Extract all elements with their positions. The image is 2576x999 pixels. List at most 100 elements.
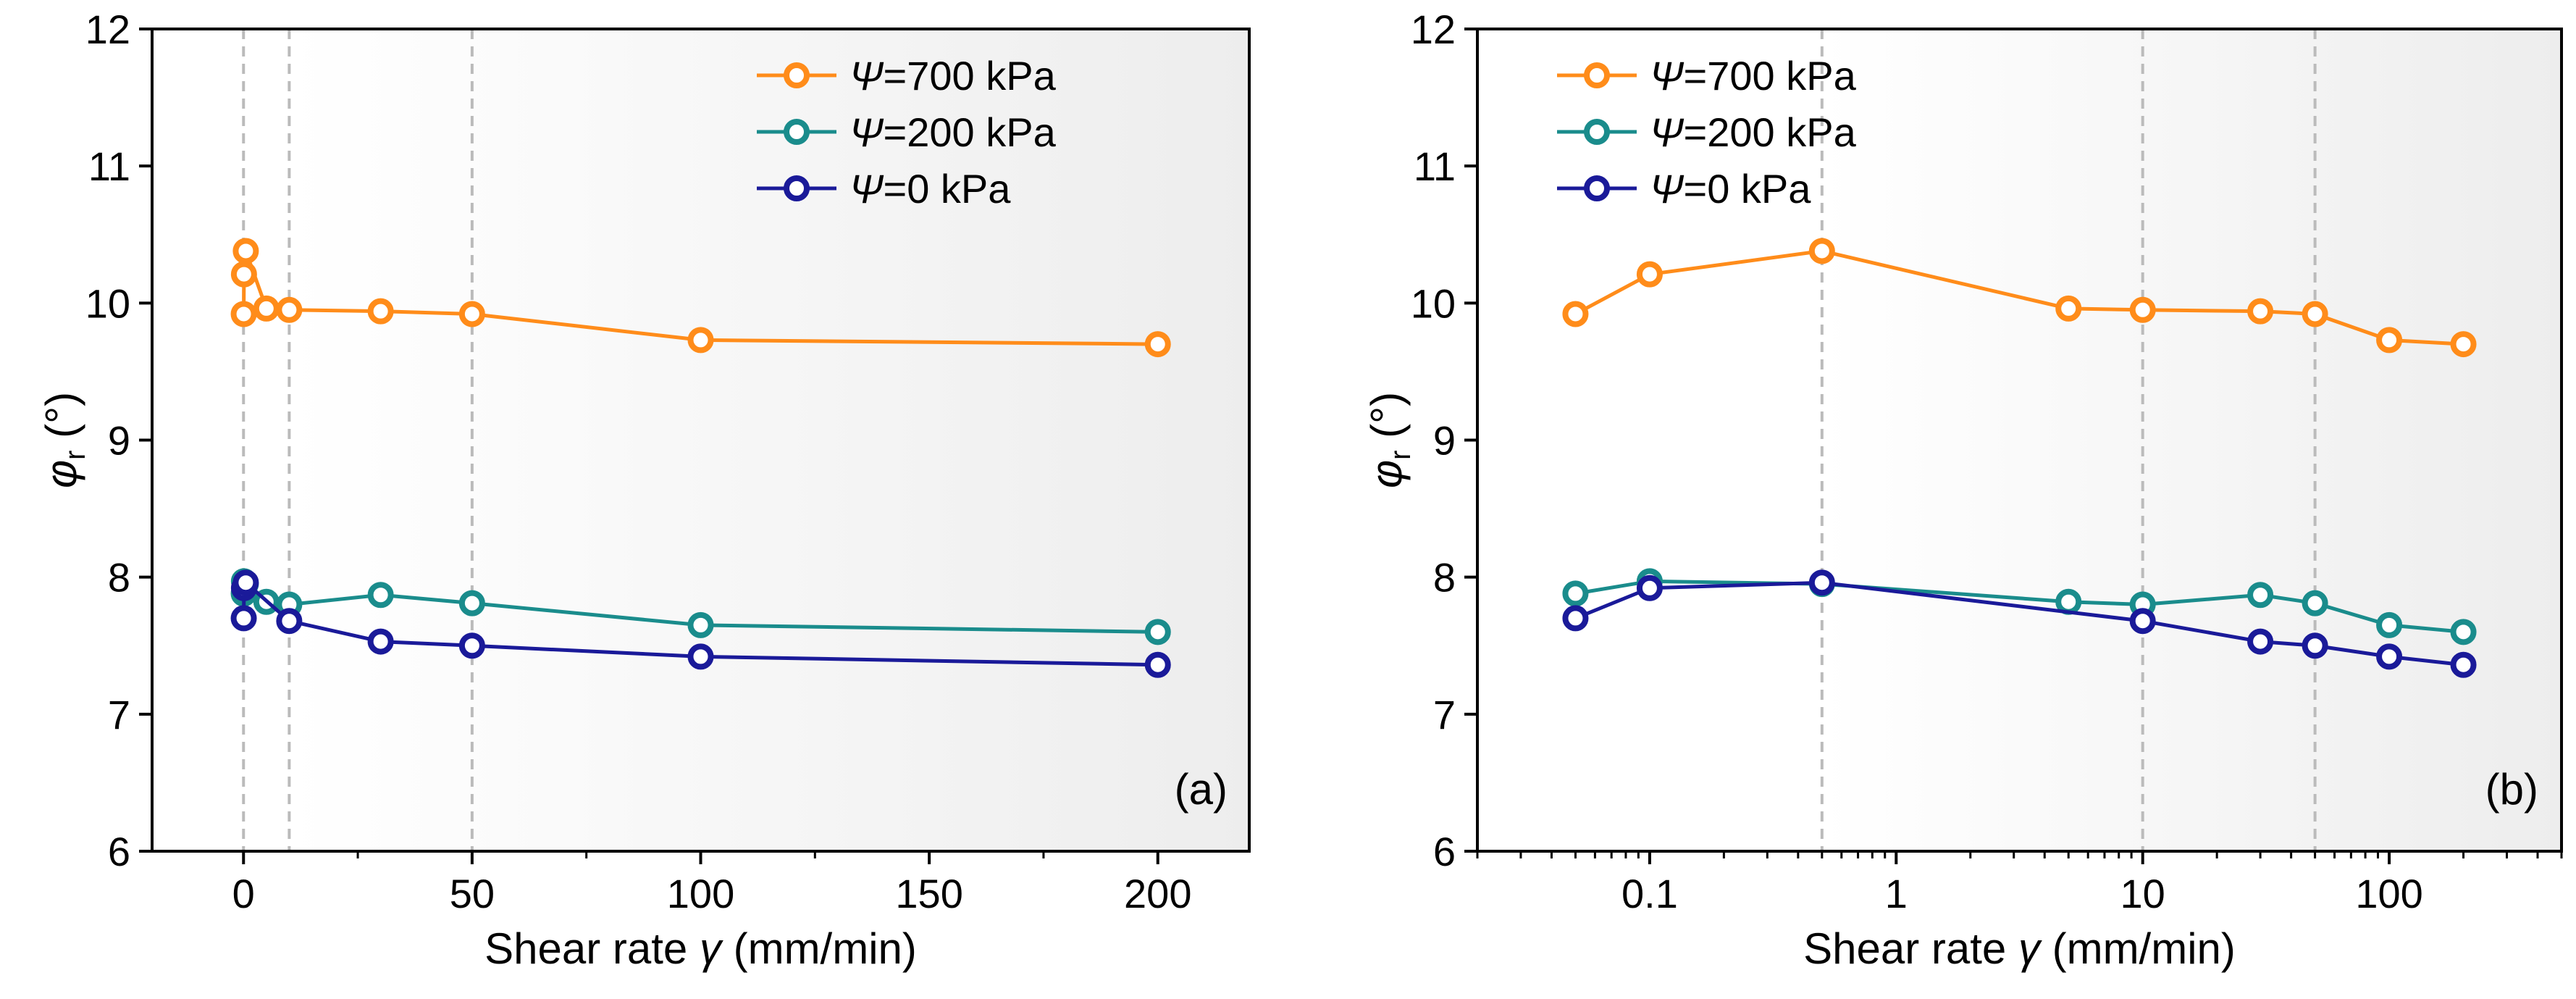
data-point bbox=[1562, 605, 1589, 632]
legend-value: =700 kPa bbox=[884, 53, 1057, 99]
data-point bbox=[230, 605, 257, 632]
data-point bbox=[367, 298, 394, 325]
x-axis-symbol: γ bbox=[2018, 924, 2042, 973]
y-tick-label: 11 bbox=[88, 143, 130, 189]
y-axis-symbol: φ bbox=[37, 460, 85, 488]
data-point bbox=[687, 643, 714, 670]
x-tick-label: 150 bbox=[895, 871, 962, 916]
y-tick-label: 6 bbox=[108, 829, 130, 874]
legend-marker bbox=[1584, 62, 1610, 88]
data-point bbox=[232, 238, 259, 264]
data-point bbox=[367, 582, 394, 609]
legend-label: Ψ=200 kPa bbox=[849, 109, 1057, 155]
data-point bbox=[2302, 632, 2328, 659]
data-point bbox=[2247, 582, 2274, 609]
data-point bbox=[1144, 651, 1171, 678]
shaded-region bbox=[289, 29, 1249, 851]
x-axis-prefix: Shear rate bbox=[484, 924, 700, 973]
data-point bbox=[1562, 301, 1589, 327]
data-point bbox=[2247, 298, 2274, 325]
legend-marker bbox=[784, 62, 810, 88]
data-point bbox=[232, 569, 259, 596]
x-tick-label: 0.1 bbox=[1621, 871, 1678, 916]
data-point bbox=[2129, 296, 2156, 323]
y-axis-symbol: φ bbox=[1362, 460, 1411, 488]
panel-label: (b) bbox=[2485, 765, 2538, 814]
y-tick-label: 6 bbox=[1433, 829, 1456, 874]
y-axis-unit: (°) bbox=[1362, 392, 1411, 451]
legend-value: =0 kPa bbox=[1684, 166, 1812, 212]
data-point bbox=[230, 301, 257, 327]
x-tick-label: 100 bbox=[2355, 871, 2422, 916]
legend-label: Ψ=700 kPa bbox=[849, 53, 1057, 99]
y-axis-unit: (°) bbox=[37, 392, 85, 451]
legend-psi: Ψ bbox=[849, 109, 884, 155]
y-tick-label: 12 bbox=[85, 7, 130, 52]
x-axis-unit: (mm/min) bbox=[721, 924, 917, 973]
y-axis-title: φr (°) bbox=[37, 392, 91, 488]
data-point bbox=[687, 611, 714, 638]
data-point bbox=[2055, 295, 2082, 322]
x-tick-label: 0 bbox=[232, 871, 255, 916]
legend-marker bbox=[1584, 119, 1610, 145]
x-axis-title: Shear rate γ (mm/min) bbox=[1803, 924, 2236, 973]
data-point bbox=[1808, 569, 1835, 596]
data-point bbox=[2247, 628, 2274, 655]
x-axis-prefix: Shear rate bbox=[1803, 924, 2018, 973]
y-tick-label: 10 bbox=[85, 280, 130, 326]
y-tick-label: 7 bbox=[1433, 692, 1456, 737]
legend-value: =0 kPa bbox=[884, 166, 1012, 212]
shaded-region bbox=[1821, 29, 2562, 851]
legend-psi: Ψ bbox=[849, 53, 884, 99]
x-axis-symbol: γ bbox=[700, 924, 723, 973]
legend-marker bbox=[1584, 175, 1610, 201]
legend-label: Ψ=200 kPa bbox=[1650, 109, 1857, 155]
data-point bbox=[2376, 327, 2403, 354]
x-tick-label: 100 bbox=[667, 871, 734, 916]
data-point bbox=[2450, 619, 2477, 645]
data-point bbox=[2129, 608, 2156, 635]
panel-b-chart: 6 7 8 9 10 11 12 0.1 1 10 100 φr (°) Shear rate γ (m… bbox=[1362, 7, 2563, 973]
data-point bbox=[1636, 574, 1663, 601]
data-point bbox=[276, 296, 303, 323]
data-point bbox=[2376, 611, 2403, 638]
data-point bbox=[458, 590, 485, 616]
x-axis-unit: (mm/min) bbox=[2040, 924, 2236, 973]
data-point bbox=[458, 301, 485, 327]
data-point bbox=[1144, 619, 1171, 645]
data-point bbox=[1808, 238, 1835, 264]
y-tick-label: 12 bbox=[1411, 7, 1456, 52]
legend-psi: Ψ bbox=[1650, 166, 1685, 212]
data-point bbox=[2302, 301, 2328, 327]
y-tick-label: 8 bbox=[1433, 555, 1456, 601]
data-point bbox=[1636, 261, 1663, 288]
y-tick-label: 10 bbox=[1411, 280, 1456, 326]
data-point bbox=[2450, 331, 2477, 358]
y-axis-subscript: r bbox=[1385, 451, 1417, 460]
data-point bbox=[687, 327, 714, 354]
data-point bbox=[2376, 643, 2403, 670]
y-tick-label: 11 bbox=[1414, 143, 1456, 189]
panel-label: (a) bbox=[1175, 765, 1228, 814]
data-point bbox=[1144, 331, 1171, 358]
legend-psi: Ψ bbox=[1650, 109, 1685, 155]
legend-psi: Ψ bbox=[849, 166, 884, 212]
legend-label: Ψ=0 kPa bbox=[849, 166, 1011, 212]
x-tick-label: 50 bbox=[450, 871, 495, 916]
x-tick-label: 1 bbox=[1885, 871, 1908, 916]
legend-value: =200 kPa bbox=[884, 109, 1057, 155]
legend-marker bbox=[784, 119, 810, 145]
legend-label: Ψ=0 kPa bbox=[1650, 166, 1811, 212]
data-point bbox=[253, 295, 280, 322]
legend-value: =200 kPa bbox=[1684, 109, 1857, 155]
legend-psi: Ψ bbox=[1650, 53, 1685, 99]
data-point bbox=[458, 632, 485, 659]
y-tick-label: 8 bbox=[108, 555, 130, 601]
data-point bbox=[367, 628, 394, 655]
data-point bbox=[1562, 580, 1589, 607]
data-point bbox=[230, 261, 257, 288]
y-tick-label: 9 bbox=[108, 418, 130, 464]
y-tick-label: 7 bbox=[108, 692, 130, 737]
legend-value: =700 kPa bbox=[1684, 53, 1857, 99]
y-axis-title: φr (°) bbox=[1362, 392, 1417, 488]
